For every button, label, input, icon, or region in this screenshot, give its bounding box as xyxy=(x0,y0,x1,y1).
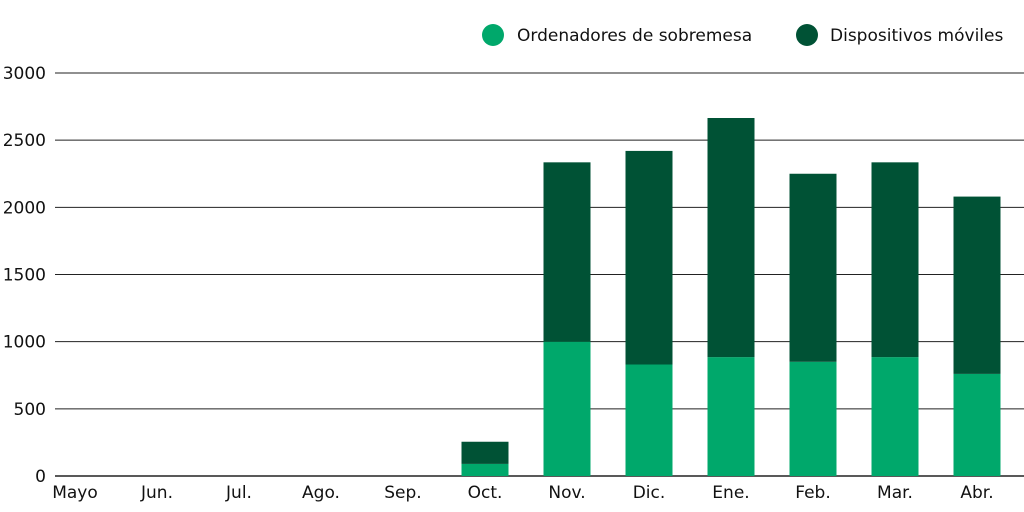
y-tick-label: 3000 xyxy=(3,64,46,84)
legend-marker xyxy=(482,24,504,46)
bar-moviles xyxy=(953,196,1001,374)
x-tick-label: Dic. xyxy=(633,483,666,503)
x-tick-label: Ene. xyxy=(712,483,749,503)
y-tick-label: 2500 xyxy=(3,131,46,151)
x-tick-label: Feb. xyxy=(795,483,831,503)
y-tick-label: 0 xyxy=(35,467,46,487)
bar-ordenadores xyxy=(543,341,591,476)
x-tick-label: Abr. xyxy=(960,483,993,503)
bar-moviles xyxy=(871,162,919,358)
x-tick-label: Ago. xyxy=(302,483,340,503)
x-tick-label: Mayo xyxy=(52,483,98,503)
x-tick-label: Nov. xyxy=(548,483,585,503)
legend-label: Dispositivos móviles xyxy=(830,26,1003,46)
bar-moviles xyxy=(789,173,837,362)
bar-ordenadores xyxy=(625,364,673,476)
y-axis-ticks: 0 500 1000 1500 2000 2500 3000 xyxy=(3,64,46,487)
bar-ordenadores xyxy=(871,357,919,476)
x-tick-label: Sep. xyxy=(384,483,421,503)
bar-ordenadores xyxy=(461,463,509,476)
bar-moviles xyxy=(625,150,673,365)
bar-moviles xyxy=(707,118,755,358)
bar-ordenadores xyxy=(707,357,755,476)
legend: Ordenadores de sobremesa Dispositivos móv… xyxy=(482,24,1003,46)
legend-label: Ordenadores de sobremesa xyxy=(517,26,752,46)
x-tick-label: Jun. xyxy=(140,483,173,503)
bar-ordenadores xyxy=(953,373,1001,476)
bars xyxy=(461,118,1001,476)
bar-moviles xyxy=(461,441,509,464)
y-tick-label: 1000 xyxy=(3,333,46,353)
bar-ordenadores xyxy=(789,361,837,476)
x-axis-ticks: Mayo Jun. Jul. Ago. Sep. Oct. Nov. Dic. Ene. Feb.… xyxy=(52,483,993,503)
y-tick-label: 1500 xyxy=(3,266,46,286)
y-tick-label: 2000 xyxy=(3,198,46,218)
x-tick-label: Jul. xyxy=(225,483,252,503)
bar-moviles xyxy=(543,162,591,342)
x-tick-label: Mar. xyxy=(877,483,913,503)
y-tick-label: 500 xyxy=(14,400,46,420)
legend-marker xyxy=(796,24,818,46)
x-tick-label: Oct. xyxy=(468,483,503,503)
gridlines xyxy=(55,72,1024,477)
